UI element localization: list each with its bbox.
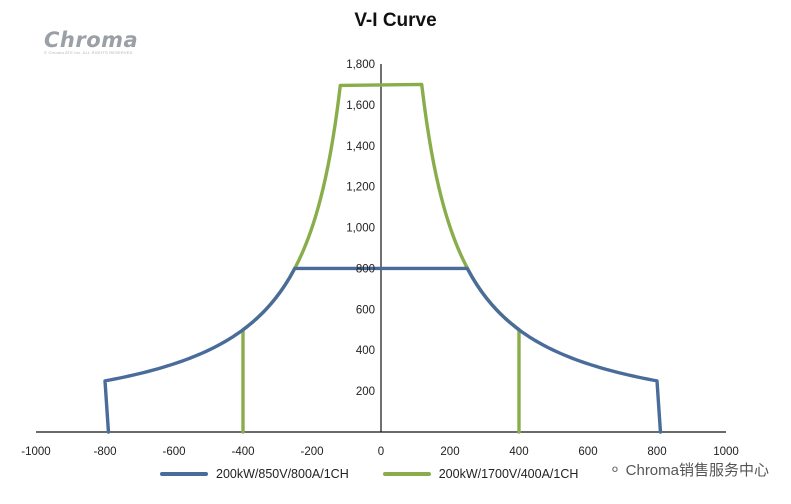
- x-tick-label: 0: [378, 446, 384, 458]
- legend-swatch-blue: [160, 472, 208, 476]
- y-tick-label: 1,600: [346, 100, 375, 112]
- chart-title: V-I Curve: [354, 10, 437, 31]
- y-tick-label: 200: [356, 386, 375, 398]
- legend-item-blue: 200kW/850V/800A/1CH: [160, 467, 349, 481]
- x-tick-label: -1000: [21, 446, 50, 458]
- y-tick-label: 1,800: [346, 59, 375, 71]
- x-tick-label: 800: [647, 446, 666, 458]
- logo-name: Chroma: [44, 28, 139, 52]
- y-tick-label: 600: [356, 304, 375, 316]
- watermark-text: Chroma销售服务中心: [625, 462, 769, 479]
- x-tick-label: -600: [162, 446, 185, 458]
- chart-legend: 200kW/850V/800A/1CH 200kW/1700V/400A/1CH: [160, 467, 612, 481]
- wechat-watermark: ⚬ Chroma销售服务中心: [608, 459, 769, 480]
- legend-item-green: 200kW/1700V/400A/1CH: [382, 467, 579, 481]
- x-tick-label: 600: [578, 446, 597, 458]
- legend-swatch-green: [382, 472, 431, 476]
- wechat-icon: ⚬: [608, 461, 622, 479]
- logo-tagline: © Chroma ATE Inc. ALL RIGHTS RESERVED: [44, 50, 133, 55]
- x-tick-label: -400: [231, 446, 254, 458]
- x-tick-label: 1000: [713, 446, 739, 458]
- y-tick-label: 400: [356, 345, 375, 357]
- y-tick-label: 1,400: [346, 141, 375, 153]
- series-line-200kw-850v: [103, 266, 663, 434]
- chroma-logo: Chroma © Chroma ATE Inc. ALL RIGHTS RESE…: [44, 28, 138, 55]
- x-tick-label: -200: [300, 446, 323, 458]
- y-tick-label: 1,000: [346, 223, 375, 235]
- y-tick-label: 1,200: [346, 182, 375, 194]
- legend-label-green: 200kW/1700V/400A/1CH: [438, 467, 579, 481]
- x-tick-label: -800: [93, 446, 116, 458]
- legend-label-blue: 200kW/850V/800A/1CH: [216, 467, 349, 481]
- x-tick-label: 400: [509, 446, 528, 458]
- x-tick-label: 200: [440, 446, 459, 458]
- y-tick-label: 800: [356, 263, 375, 275]
